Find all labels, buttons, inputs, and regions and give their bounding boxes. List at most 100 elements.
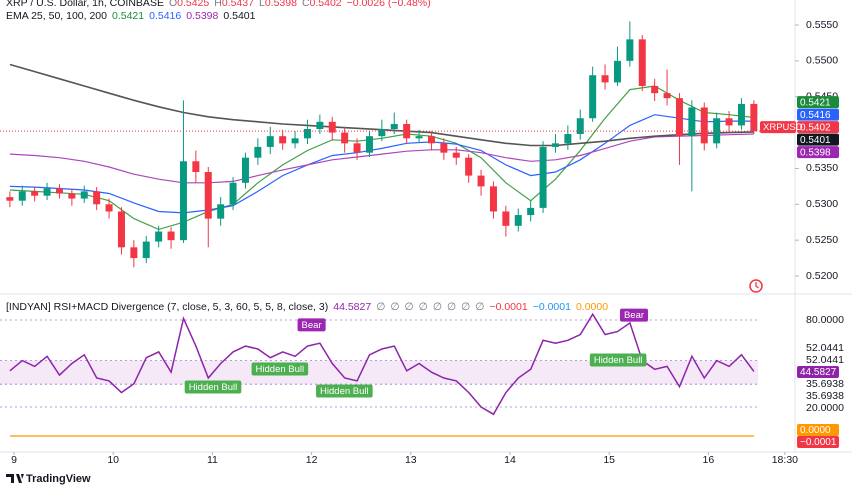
candle-body <box>55 188 63 194</box>
candle-body <box>700 107 708 144</box>
indicator-value: ∅ <box>432 301 442 313</box>
ohlc-item: H0.5437 <box>214 0 254 9</box>
ema-value: 0.5416 <box>149 10 182 22</box>
ema-legend: EMA 25, 50, 100, 200 0.5421 0.5416 0.5398 0.… <box>6 10 256 22</box>
ohlc-label: C <box>301 0 310 9</box>
candle-body <box>142 241 150 259</box>
candle-body <box>390 123 398 130</box>
alert-icon <box>749 279 763 293</box>
axis-label-box <box>797 365 839 378</box>
y-tick-label: 80.0000 <box>806 314 844 326</box>
candle-body <box>564 134 572 144</box>
y-tick-label: 0.5300 <box>806 198 838 210</box>
candle-body <box>179 161 187 241</box>
axis-label: 0.0000 <box>800 425 831 436</box>
indicator-value: −0.0001 <box>532 301 571 313</box>
y-tick-label: 35.6938 <box>806 390 844 402</box>
candle-body <box>502 211 510 226</box>
ohlc-value: 0.5425 <box>177 0 210 9</box>
ema-line <box>9 133 754 184</box>
candle-body <box>576 118 584 135</box>
annotation-label: Bear <box>624 310 644 321</box>
indicator-value: ∅ <box>376 301 386 313</box>
candle-body <box>204 172 212 219</box>
candle-body <box>638 39 646 86</box>
candle-body <box>750 103 758 132</box>
candle-body <box>452 152 460 158</box>
logo <box>6 474 24 483</box>
candle-body <box>241 157 249 183</box>
x-tick-label: 13 <box>405 454 417 466</box>
annotation-label: Hidden Bull <box>189 382 238 393</box>
annotation-label: Hidden Bull <box>256 364 305 375</box>
candle-body <box>527 207 535 216</box>
ema-line <box>9 114 754 214</box>
candle-body <box>18 191 26 201</box>
y-tick-label: 0.5550 <box>806 19 838 31</box>
candle-body <box>663 93 671 99</box>
axis-label: 44.5827 <box>800 367 837 378</box>
indicator-legend: [INDYAN] RSI+MACD Divergence (7, close, … <box>6 301 608 313</box>
candle-body <box>266 136 274 147</box>
candle-body <box>6 197 14 201</box>
indicator-value: ∅ <box>461 301 471 313</box>
candle-body <box>613 60 621 83</box>
ohlc-item: O0.5425 <box>169 0 209 9</box>
candle-body <box>440 143 448 153</box>
indicator-value: ∅ <box>418 301 428 313</box>
annotation-box <box>619 308 649 322</box>
ohlc-label: L <box>258 0 265 9</box>
annotation-box <box>251 362 309 376</box>
indicator-value: 0.0000 <box>575 301 609 313</box>
ema-title: EMA 25, 50, 100, 200 <box>6 10 107 22</box>
candle-body <box>675 98 683 137</box>
annotation-box <box>297 318 326 332</box>
candle-body <box>93 191 101 205</box>
annotation-label: Hidden Bull <box>594 355 643 366</box>
candle-body <box>353 143 361 153</box>
price-label-box <box>797 96 839 109</box>
price-label-box <box>797 121 839 134</box>
annotation-box <box>316 384 373 398</box>
candle-body <box>514 215 522 226</box>
y-tick-label: 0.5500 <box>806 55 838 67</box>
annotation-box <box>184 380 242 394</box>
ohlc-label: O <box>168 0 178 9</box>
candle-body <box>651 85 659 94</box>
change: −0.0026 (−0.48%) <box>346 0 431 9</box>
ema-value: 0.5401 <box>223 10 256 22</box>
candle-body <box>43 188 51 196</box>
annotation-label: Bear <box>302 320 322 331</box>
candle-body <box>341 132 349 144</box>
candle-body <box>229 182 237 205</box>
price-label-box <box>797 108 839 121</box>
candle-body <box>427 136 435 144</box>
x-tick-label: 16 <box>703 454 715 466</box>
candle-body <box>303 129 311 139</box>
y-tick-label: 52.0441 <box>806 354 844 366</box>
candle-body <box>328 121 336 133</box>
price-label-box <box>797 146 839 159</box>
y-tick-label: 0.5200 <box>806 270 838 282</box>
price-label: 0.5416 <box>800 110 831 121</box>
annotation-label: Hidden Bull <box>320 386 369 397</box>
candle-body <box>737 103 745 126</box>
ohlc-item: L0.5398 <box>259 0 297 9</box>
symbol: XRP / U.S. Dollar, 1h, COINBASE <box>6 0 164 9</box>
candle-body <box>415 136 423 139</box>
rsi-line <box>9 312 755 416</box>
candle-body <box>155 231 163 242</box>
axis-label-box <box>797 424 839 437</box>
candle-body <box>291 138 299 144</box>
candle-body <box>130 247 138 259</box>
candle-body <box>68 193 76 199</box>
ohlc-label: H <box>214 0 222 9</box>
annotation-box <box>589 353 647 367</box>
candle-body <box>80 191 88 199</box>
price-label: 0.5401 <box>800 135 831 146</box>
candle-body <box>192 161 200 173</box>
indicator-value: ∅ <box>446 301 457 313</box>
candle-body <box>403 123 411 139</box>
